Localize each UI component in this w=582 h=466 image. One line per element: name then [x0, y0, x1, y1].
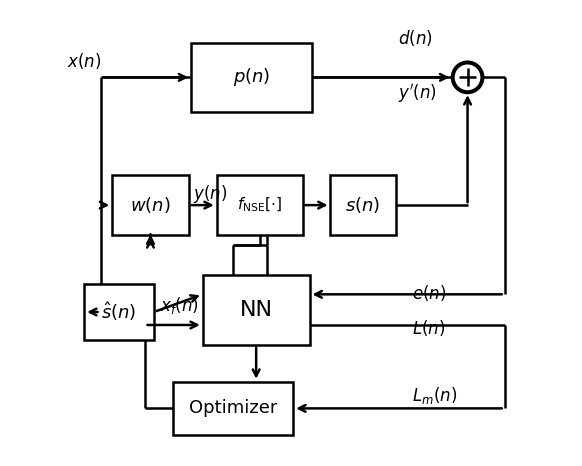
Text: $f_{\mathrm{NSE}}[\cdot]$: $f_{\mathrm{NSE}}[\cdot]$ — [237, 196, 282, 214]
Text: $d(n)$: $d(n)$ — [398, 28, 432, 48]
Bar — [217, 175, 303, 235]
Bar — [172, 382, 293, 435]
Text: $x(n)$: $x(n)$ — [67, 51, 101, 71]
Bar — [331, 175, 396, 235]
Bar — [112, 175, 189, 235]
Text: $s(n)$: $s(n)$ — [345, 195, 381, 215]
Text: Optimizer: Optimizer — [189, 399, 277, 418]
Text: NN: NN — [240, 300, 272, 320]
Text: $y(n)$: $y(n)$ — [193, 183, 228, 205]
Text: $w(n)$: $w(n)$ — [130, 195, 171, 215]
Text: $x_f(n)$: $x_f(n)$ — [160, 295, 199, 315]
Bar — [84, 284, 154, 340]
Text: $\hat{s}(n)$: $\hat{s}(n)$ — [101, 301, 137, 323]
Text: $L_m(n)$: $L_m(n)$ — [412, 385, 457, 406]
Text: $y'(n)$: $y'(n)$ — [398, 82, 436, 105]
Text: $p(n)$: $p(n)$ — [233, 66, 270, 89]
Text: $e(n)$: $e(n)$ — [412, 283, 446, 303]
Text: $L(n)$: $L(n)$ — [412, 318, 445, 338]
Bar — [191, 42, 312, 112]
Bar — [203, 275, 310, 344]
